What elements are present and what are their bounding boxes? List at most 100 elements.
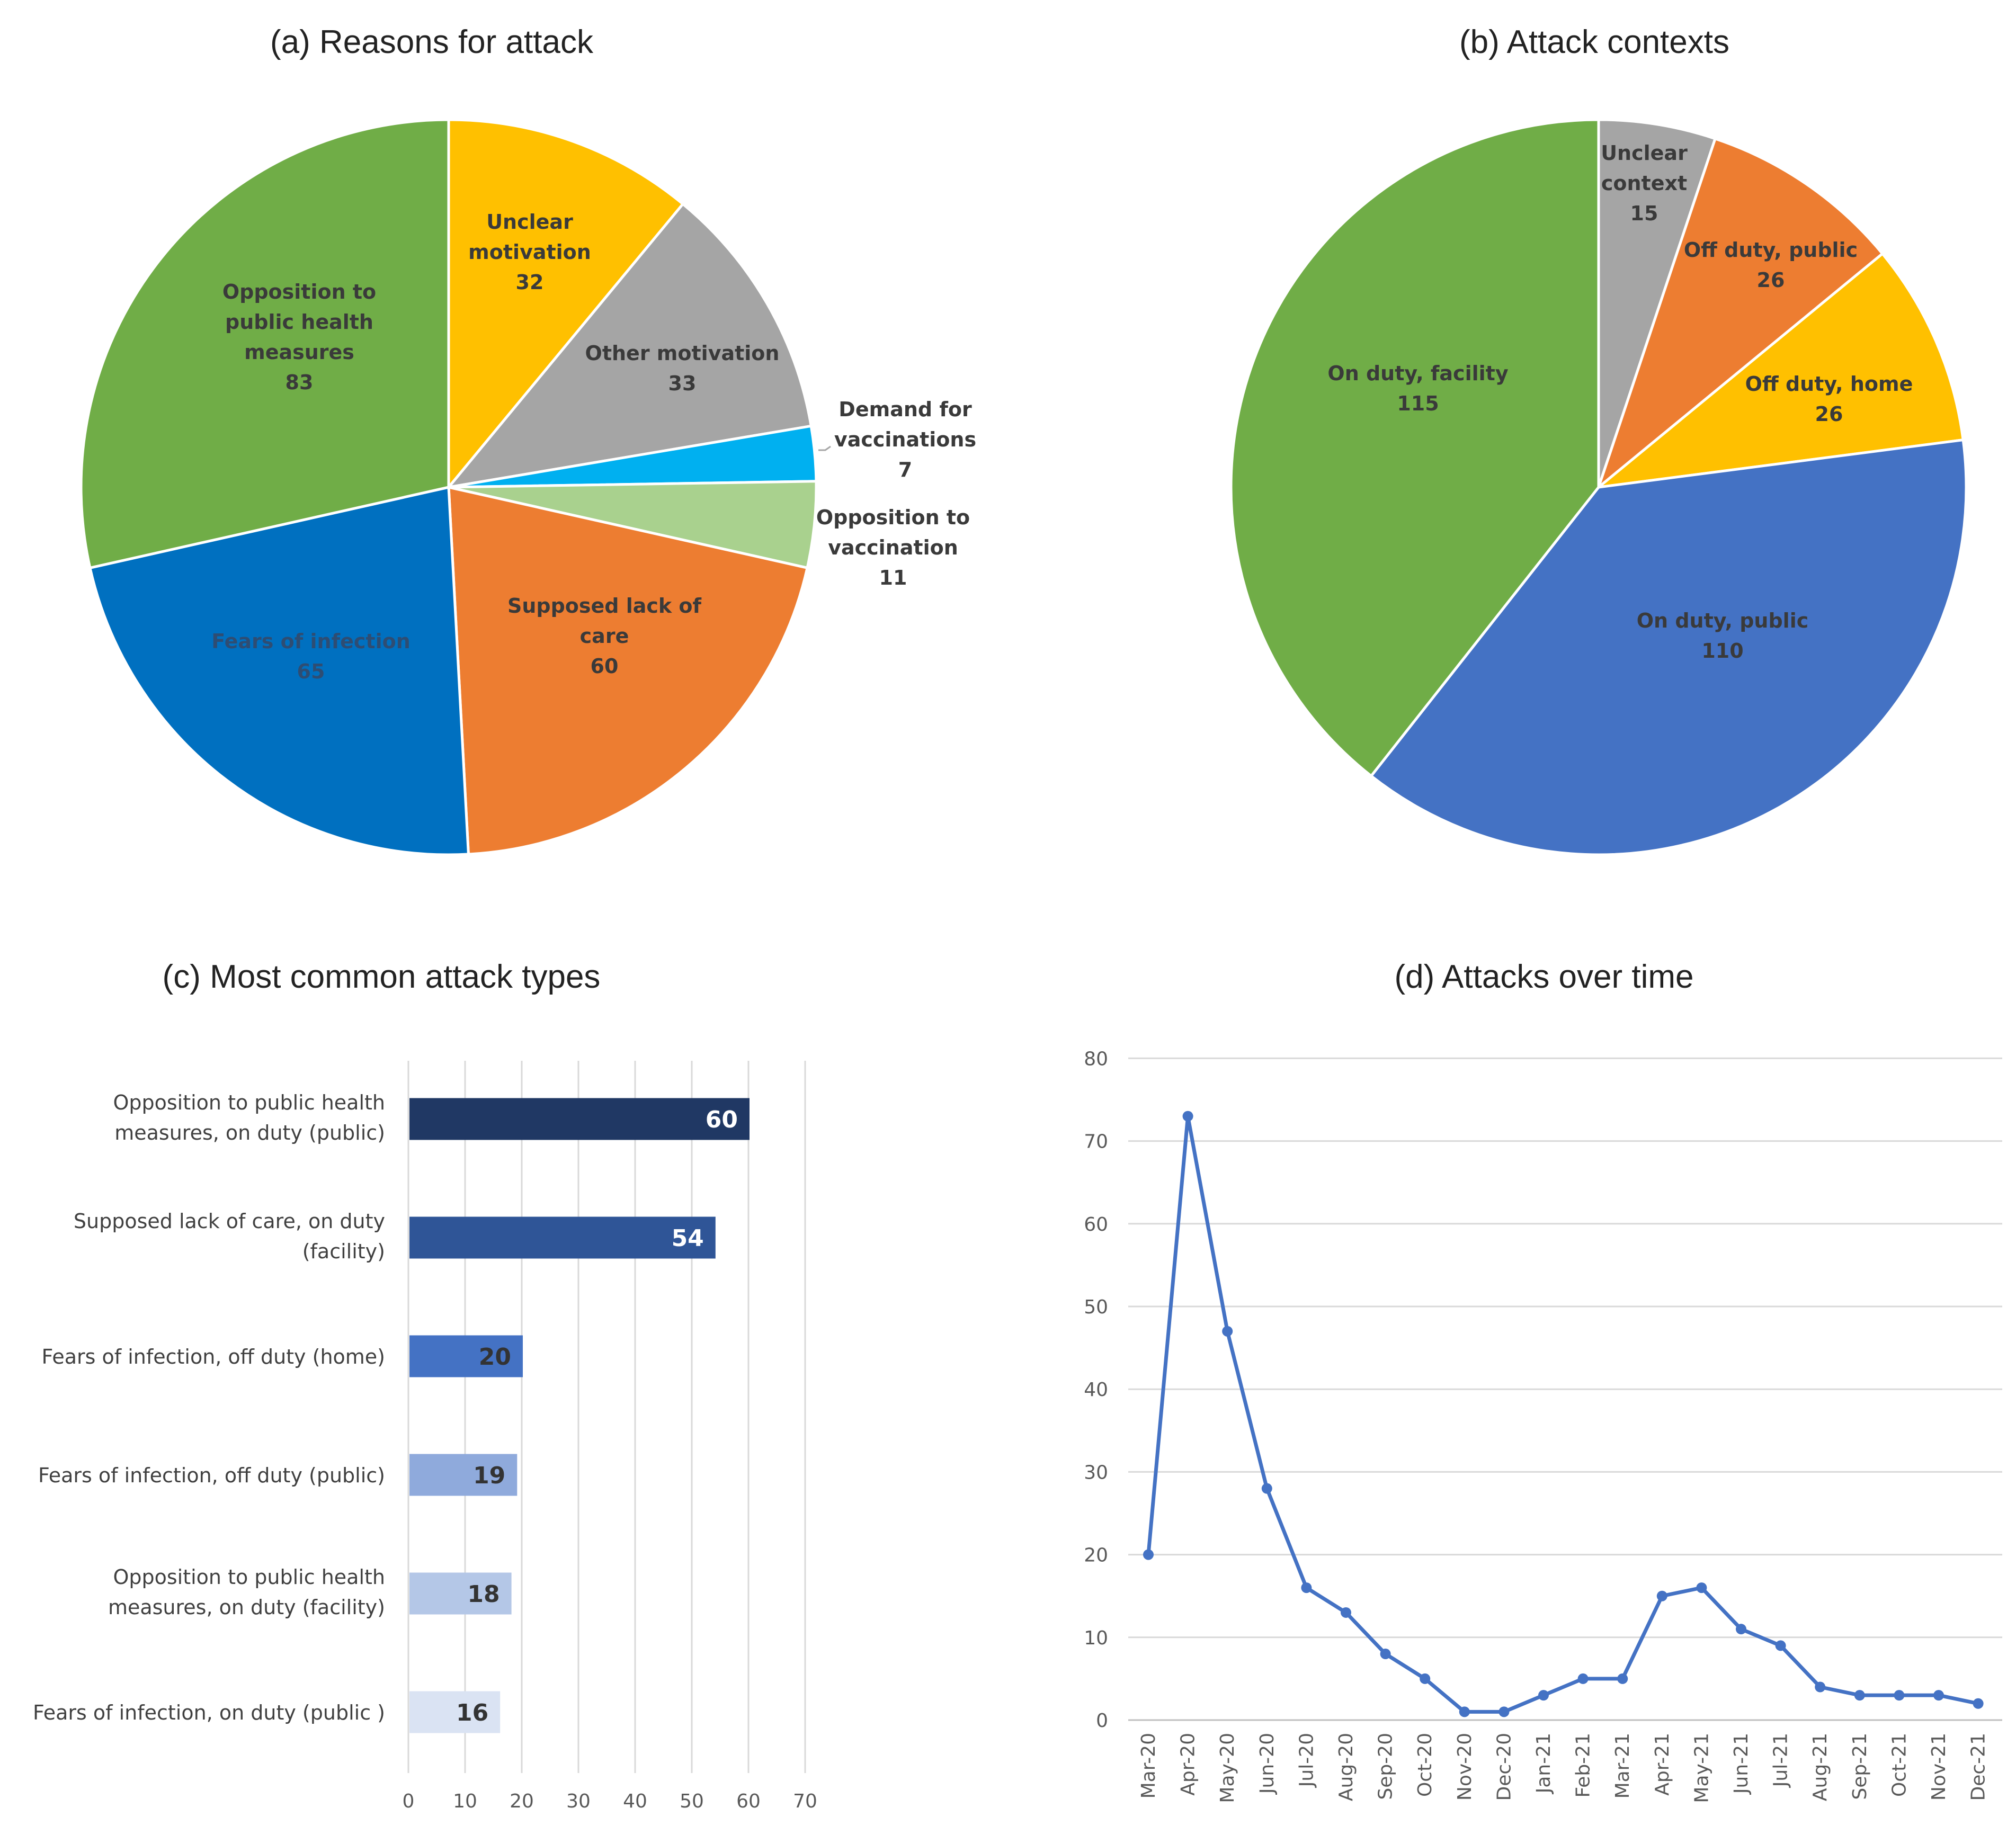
pie-label-off-duty-home-line: 26 <box>1815 402 1843 426</box>
pie-slice-fears-of-infection <box>88 486 470 856</box>
chart-c-attack-types-bar: (c) Most common attack types 0 10 20 30 40 50… <box>33 959 817 1812</box>
pie-label-opposition-to-public-health-measures-line: Opposition to <box>222 280 376 303</box>
x-tick-label: Jul-20 <box>1296 1733 1317 1788</box>
data-point-sep-20 <box>1380 1649 1391 1660</box>
bar-value-label: 16 <box>456 1699 488 1726</box>
pie-label-on-duty-facility-line: 115 <box>1397 392 1439 415</box>
data-point-oct-20 <box>1420 1673 1431 1684</box>
y-tick-label: 30 <box>1084 1462 1108 1483</box>
pie-slice-off-duty-home <box>1597 252 1965 489</box>
data-point-dec-21 <box>1973 1698 1984 1709</box>
category-label-line: measures, on duty (facility) <box>108 1596 385 1619</box>
category-label-line: Opposition to public health <box>113 1091 385 1114</box>
data-point-nov-20 <box>1459 1706 1470 1717</box>
x-tick-label: May-20 <box>1217 1733 1238 1803</box>
x-tick-label: Mar-21 <box>1612 1733 1634 1798</box>
pie-label-supposed-lack-of-care-line: care <box>580 624 629 648</box>
leader-line-demand-for-vaccinations <box>818 445 831 451</box>
pie-slice-unclear-motivation <box>447 118 684 489</box>
chart-a-reasons-pie: (a) Reasons for attack Unclear motivation… <box>79 24 976 856</box>
data-point-jun-21 <box>1736 1624 1746 1635</box>
pie-label-supposed-lack-of-care-line: Supposed lack of <box>507 594 702 617</box>
category-label-line: Fears of infection, off duty (public) <box>38 1464 385 1487</box>
y-tick-label: 50 <box>1084 1296 1108 1318</box>
x-tick-label: 40 <box>623 1791 647 1812</box>
chart-b-contexts-pie: (b) Attack contexts Unclear context 15 Off … <box>1229 24 1968 856</box>
data-point-apr-20 <box>1182 1111 1193 1122</box>
x-tick-label: Dec-21 <box>1968 1733 1990 1801</box>
bar-value-label: 60 <box>706 1106 738 1133</box>
x-tick-label: Dec-20 <box>1493 1733 1515 1801</box>
bar-value-label: 54 <box>672 1225 704 1252</box>
pie-label-unclear-motivation: Unclear motivation 32 <box>468 210 591 294</box>
chart-d-title: (d) Attacks over time <box>1394 959 1693 995</box>
category-label: Fears of infection, off duty (public) <box>38 1464 385 1487</box>
pie-slice-opposition-to-public-health-measures <box>79 118 450 569</box>
pie-label-other-motivation: Other motivation 33 <box>585 342 780 395</box>
pie-label-fears-of-infection-line: Fears of infection <box>211 630 411 653</box>
chart-c-title: (c) Most common attack types <box>163 959 601 995</box>
category-label-line: (facility) <box>302 1240 385 1263</box>
data-point-sep-21 <box>1854 1690 1865 1701</box>
data-point-jul-21 <box>1775 1640 1786 1651</box>
pie-label-on-duty-public-line: 110 <box>1701 639 1743 663</box>
pie-label-opposition-to-vaccination-line: 11 <box>879 566 907 589</box>
pie-label-off-duty-public: Off duty, public 26 <box>1684 238 1858 292</box>
bar-5 <box>409 1572 512 1615</box>
x-tick-label: 10 <box>453 1791 477 1812</box>
pie-label-opposition-to-public-health-measures-line: measures <box>244 341 354 364</box>
pie-slice-supposed-lack-of-care <box>447 486 809 856</box>
pie-slice-on-duty-facility <box>1229 118 1600 777</box>
bar-1 <box>409 1098 750 1140</box>
category-label: Fears of infection, off duty (home) <box>42 1345 385 1368</box>
chart-a-title: (a) Reasons for attack <box>270 24 594 60</box>
y-tick-label: 70 <box>1084 1131 1108 1153</box>
pie-label-opposition-to-public-health-measures-line: 83 <box>286 371 314 394</box>
pie-label-unclear-motivation-line: Unclear <box>486 210 573 234</box>
x-tick-label: Feb-21 <box>1573 1733 1594 1798</box>
data-point-mar-21 <box>1617 1673 1628 1684</box>
x-tick-label: Nov-21 <box>1928 1733 1950 1801</box>
bar-3 <box>409 1335 523 1377</box>
pie-label-opposition-to-public-health-measures: Opposition to public health measures 83 <box>222 280 376 394</box>
pie-label-opposition-to-vaccination: Opposition to vaccination 11 <box>816 506 970 589</box>
bar-value-label: 19 <box>473 1462 505 1489</box>
bar-value-label: 20 <box>479 1344 511 1371</box>
bar-value-label: 18 <box>467 1581 499 1608</box>
pie-label-other-motivation-line: 33 <box>668 372 697 395</box>
y-tick-label: 60 <box>1084 1214 1108 1236</box>
data-point-nov-21 <box>1933 1690 1944 1701</box>
category-label-line: measures, on duty (public) <box>114 1121 385 1144</box>
pie-label-demand-for-vaccinations-line: Demand for <box>838 398 972 421</box>
y-tick-label: 80 <box>1084 1048 1108 1070</box>
pie-label-fears-of-infection-line: 65 <box>297 660 325 683</box>
x-tick-label: 30 <box>566 1791 591 1812</box>
data-point-aug-21 <box>1815 1681 1826 1693</box>
pie-label-opposition-to-vaccination-line: Opposition to <box>816 506 970 529</box>
pie-label-opposition-to-public-health-measures-line: public health <box>225 310 373 334</box>
category-label-line: Fears of infection, on duty (public ) <box>33 1701 385 1724</box>
pie-label-supposed-lack-of-care: Supposed lack of care 60 <box>507 594 702 678</box>
category-label-line: Fears of infection, off duty (home) <box>42 1345 385 1368</box>
category-label: Opposition to public health measures, on … <box>108 1565 385 1619</box>
data-point-aug-20 <box>1341 1607 1351 1618</box>
pie-label-opposition-to-vaccination-line: vaccination <box>828 536 958 559</box>
pie-label-on-duty-public-line: On duty, public <box>1637 609 1809 632</box>
category-label: Supposed lack of care, on duty (facility) <box>74 1210 385 1263</box>
pie-label-fears-of-infection: Fears of infection 65 <box>211 630 411 683</box>
data-point-apr-21 <box>1656 1590 1667 1601</box>
x-tick-label: 20 <box>510 1791 534 1812</box>
data-point-dec-20 <box>1498 1706 1510 1717</box>
chart-b-title: (b) Attack contexts <box>1459 24 1729 60</box>
y-tick-label: 20 <box>1084 1545 1108 1567</box>
y-tick-label: 10 <box>1084 1627 1108 1649</box>
pie-slice-on-duty-public <box>1370 438 1968 856</box>
data-point-may-21 <box>1696 1582 1707 1594</box>
x-tick-label: Sep-21 <box>1849 1733 1871 1800</box>
x-tick-label: Nov-20 <box>1454 1733 1476 1801</box>
x-tick-label: Mar-20 <box>1138 1733 1159 1798</box>
y-tick-label: 0 <box>1096 1710 1108 1732</box>
pie-label-off-duty-home-line: Off duty, home <box>1745 372 1913 396</box>
bar-6 <box>409 1691 501 1733</box>
